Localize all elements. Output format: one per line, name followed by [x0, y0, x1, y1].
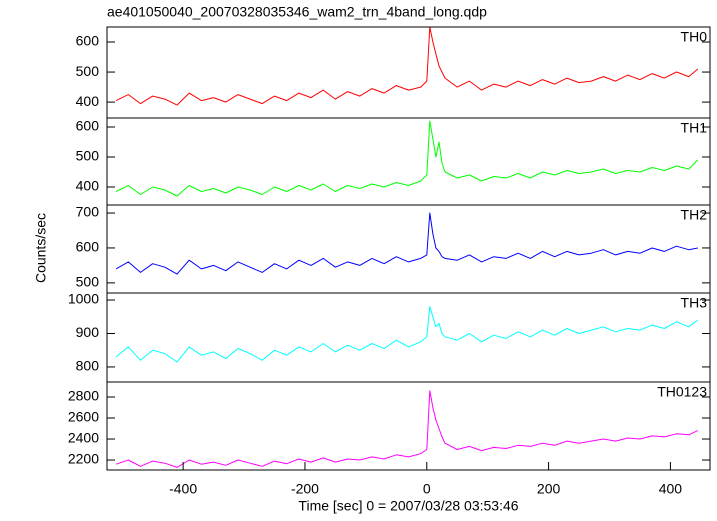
panel-frame	[106, 204, 711, 294]
x-tick-label: 400	[659, 481, 683, 497]
legend-label: TH0	[681, 29, 708, 45]
y-tick-label: 600	[76, 118, 100, 134]
y-tick-label: 2200	[68, 451, 99, 467]
y-tick-label: 700	[76, 204, 100, 220]
x-tick-label: 0	[423, 481, 431, 497]
y-tick-label: 1000	[68, 291, 99, 307]
legend-label: TH0123	[657, 384, 707, 400]
series-line	[115, 120, 699, 197]
x-tick-label: -200	[291, 481, 319, 497]
y-tick-label: 500	[76, 274, 100, 290]
series-line	[115, 212, 698, 275]
panel-frame	[106, 117, 711, 206]
x-tick-label: -400	[169, 481, 197, 497]
series-line	[115, 27, 699, 106]
y-tick-label: 900	[76, 324, 100, 340]
y-tick-label: 800	[76, 358, 100, 374]
y-tick-label: 500	[76, 63, 100, 79]
y-tick-label: 2800	[68, 388, 99, 404]
panel-frame	[106, 381, 711, 471]
legend-label: TH2	[681, 207, 708, 223]
x-tick-label: 200	[537, 481, 561, 497]
y-tick-label: 600	[76, 33, 100, 49]
y-tick-label: 500	[76, 148, 100, 164]
legend-label: TH3	[681, 295, 708, 311]
y-tick-label: 400	[76, 178, 100, 194]
panel-frame	[106, 292, 711, 383]
series-line	[115, 390, 699, 468]
legend-label: TH1	[681, 120, 708, 136]
x-axis-label: Time [sec] 0 = 2007/03/28 03:53:46	[298, 498, 518, 514]
series-line	[115, 306, 699, 363]
panel-frame	[106, 26, 711, 119]
y-tick-label: 2400	[68, 430, 99, 446]
y-axis-label: Counts/sec	[33, 213, 49, 283]
y-tick-label: 600	[76, 239, 100, 255]
y-tick-label: 400	[76, 93, 100, 109]
y-tick-label: 2600	[68, 409, 99, 425]
chart-title: ae401050040_20070328035346_wam2_trn_4ban…	[107, 4, 487, 20]
